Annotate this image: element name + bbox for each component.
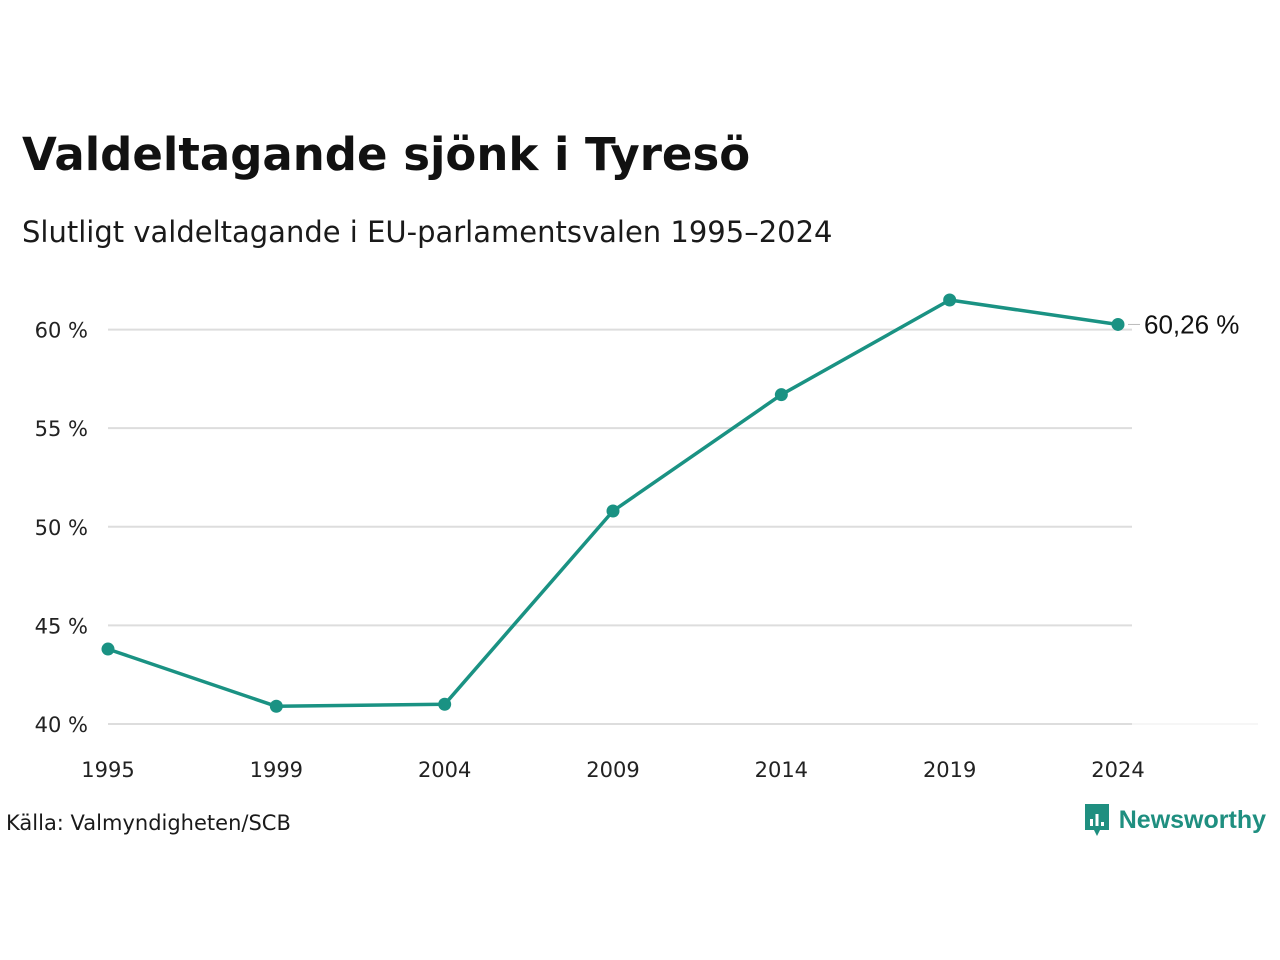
data-point bbox=[1111, 317, 1125, 331]
source-note: Källa: Valmyndigheten/SCB bbox=[6, 811, 291, 835]
y-tick-label: 50 % bbox=[35, 516, 88, 540]
y-axis-ticks: 40 % 45 % 50 % 55 % 60 % bbox=[35, 319, 88, 737]
y-tick-label: 45 % bbox=[35, 614, 88, 638]
x-tick-label: 1995 bbox=[81, 758, 134, 782]
last-value-label: 60,26 % bbox=[1144, 309, 1239, 339]
x-tick-label: 2019 bbox=[923, 758, 976, 782]
data-point bbox=[438, 697, 452, 711]
y-tick-label: 55 % bbox=[35, 417, 88, 441]
chart-subtitle: Slutligt valdeltagande i EU-parlamentsva… bbox=[22, 215, 833, 249]
series-turnout bbox=[101, 293, 1125, 713]
chart-title: Valdeltagande sjönk i Tyresö bbox=[22, 128, 751, 181]
newsworthy-logo-icon bbox=[1084, 804, 1109, 836]
y-tick-label: 60 % bbox=[35, 319, 88, 343]
data-point bbox=[269, 699, 283, 713]
x-tick-label: 2014 bbox=[755, 758, 808, 782]
data-labels: 60,26 % bbox=[1128, 309, 1239, 339]
data-point bbox=[101, 642, 115, 656]
brand-logo: Newsworthy bbox=[1083, 802, 1266, 838]
x-axis-ticks: 1995 1999 2004 2009 2014 2019 2024 bbox=[81, 758, 1144, 782]
x-tick-label: 2009 bbox=[586, 758, 639, 782]
gridlines bbox=[108, 328, 1258, 725]
x-tick-label: 1999 bbox=[250, 758, 303, 782]
brand-name: Newsworthy bbox=[1118, 805, 1266, 834]
data-point bbox=[774, 388, 788, 402]
x-tick-label: 2024 bbox=[1091, 758, 1144, 782]
data-point bbox=[943, 293, 957, 307]
data-point bbox=[606, 504, 620, 518]
y-tick-label: 40 % bbox=[35, 713, 88, 737]
series-line bbox=[106, 298, 1120, 709]
x-tick-label: 2004 bbox=[418, 758, 471, 782]
